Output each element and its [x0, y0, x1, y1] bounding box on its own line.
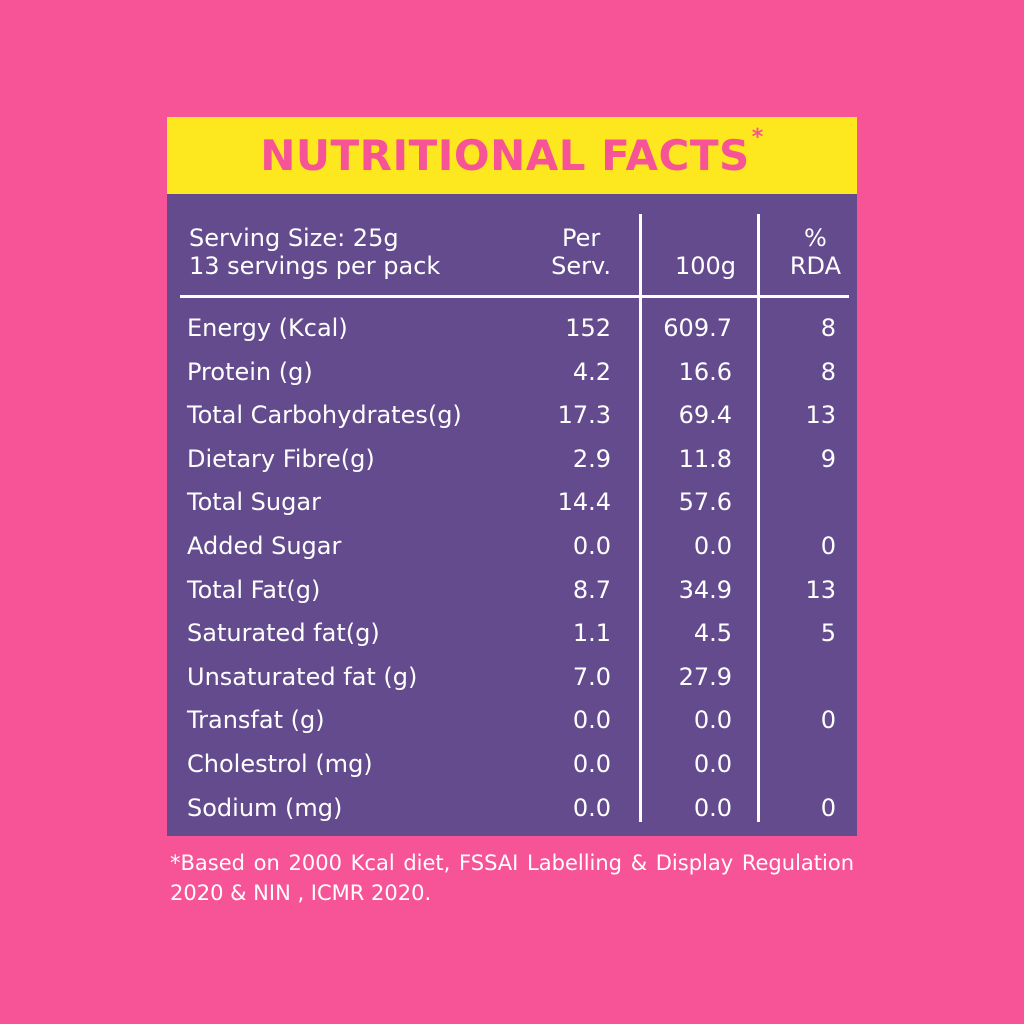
nutrient-name: Energy (Kcal)	[187, 314, 348, 342]
per-100g-value: 16.6	[678, 357, 732, 386]
per-100g-value: 57.6	[678, 488, 732, 517]
rda-value: 13	[805, 401, 836, 430]
header-per-100g: 100g	[674, 252, 736, 280]
nutrition-table: Serving Size: 25g 13 servings per pack P…	[167, 194, 857, 836]
per-100g-value: 0.0	[693, 706, 732, 735]
per-100g-value: 0.0	[693, 532, 732, 560]
per-serving-value: 17.3	[557, 401, 611, 430]
per-serving-value: 8.7	[572, 575, 611, 604]
nutrient-name: Dietary Fibre(g)	[187, 444, 375, 473]
per-serving-value: 2.9	[572, 444, 611, 473]
nutrient-name: Transfat (g)	[187, 706, 325, 735]
table-row: Unsaturated fat (g) 7.0 27.9	[167, 655, 857, 699]
title-text: NUTRITIONAL FACTS	[260, 131, 750, 180]
nutrient-name: Cholestrol (mg)	[187, 750, 373, 778]
header-per-serv: Per Serv.	[551, 224, 611, 280]
rda-value: 8	[820, 357, 836, 386]
rda-value: 13	[805, 575, 836, 604]
per-serving-value: 0.0	[572, 793, 611, 822]
nutrient-name: Sodium (mg)	[187, 793, 343, 822]
per-serving-value: 0.0	[572, 706, 611, 735]
header-rda: % RDA	[790, 224, 841, 280]
divider-100g	[639, 214, 642, 822]
rda-value: 0	[820, 706, 836, 735]
per-100g-value: 4.5	[693, 619, 732, 648]
nutrient-name: Saturated fat(g)	[187, 619, 380, 648]
nutrient-name: Total Carbohydrates(g)	[187, 401, 462, 430]
table-row: Total Carbohydrates(g) 17.3 69.4 13	[167, 393, 857, 437]
nutrient-name: Protein (g)	[187, 357, 313, 386]
per-serving-value: 4.2	[572, 357, 611, 386]
header-divider	[180, 295, 849, 298]
table-row: Sodium (mg) 0.0 0.0 0	[167, 786, 857, 830]
per-100g-value: 609.7	[663, 314, 732, 342]
per-serving-value: 1.1	[572, 619, 611, 648]
table-row: Added Sugar 0.0 0.0 0	[167, 524, 857, 568]
per-serving-value: 0.0	[572, 750, 611, 778]
per-serving-value: 0.0	[572, 532, 611, 560]
rda-value: 5	[820, 619, 836, 648]
table-row: Saturated fat(g) 1.1 4.5 5	[167, 611, 857, 655]
table-row: Cholestrol (mg) 0.0 0.0	[167, 742, 857, 786]
per-100g-value: 0.0	[693, 750, 732, 778]
table-row: Total Sugar 14.4 57.6	[167, 480, 857, 524]
per-100g-value: 69.4	[678, 401, 732, 430]
footnote: *Based on 2000 Kcal diet, FSSAI Labellin…	[170, 851, 854, 905]
nutrient-name: Added Sugar	[187, 532, 342, 560]
divider-rda	[757, 214, 760, 822]
title-banner: NUTRITIONAL FACTS*	[167, 117, 857, 194]
header-per-serv-line2: Serv.	[551, 252, 611, 280]
page-title: NUTRITIONAL FACTS*	[260, 125, 764, 180]
per-100g-value: 27.9	[678, 662, 732, 691]
per-serving-value: 14.4	[557, 488, 611, 517]
serving-info: Serving Size: 25g 13 servings per pack	[189, 224, 440, 280]
servings-per-pack: 13 servings per pack	[189, 252, 441, 280]
per-serving-value: 7.0	[572, 662, 611, 691]
table-row: Protein (g) 4.2 16.6 8	[167, 350, 857, 394]
rda-value: 0	[820, 532, 836, 560]
table-row: Energy (Kcal) 152 609.7 8	[167, 306, 857, 350]
per-100g-value: 11.8	[678, 444, 732, 473]
table-row: Total Fat(g) 8.7 34.9 13	[167, 568, 857, 612]
per-100g-value: 0.0	[693, 793, 732, 822]
header-rda-line2: RDA	[789, 252, 841, 280]
serving-size: Serving Size: 25g	[189, 224, 399, 252]
table-row: Dietary Fibre(g) 2.9 11.8 9	[167, 437, 857, 481]
rda-value: 0	[820, 793, 836, 822]
per-100g-value: 34.9	[678, 575, 732, 604]
header-per-serv-line1: Per	[561, 224, 601, 252]
nutrient-name: Total Sugar	[187, 488, 321, 517]
nutrient-name: Unsaturated fat (g)	[187, 662, 418, 691]
header-rda-line1: %	[804, 224, 827, 252]
nutrient-name: Total Fat(g)	[187, 575, 321, 604]
rda-value: 9	[820, 444, 836, 473]
table-row: Transfat (g) 0.0 0.0 0	[167, 698, 857, 742]
rda-value: 8	[820, 314, 836, 342]
title-asterisk: *	[751, 125, 764, 150]
per-serving-value: 152	[565, 314, 611, 342]
